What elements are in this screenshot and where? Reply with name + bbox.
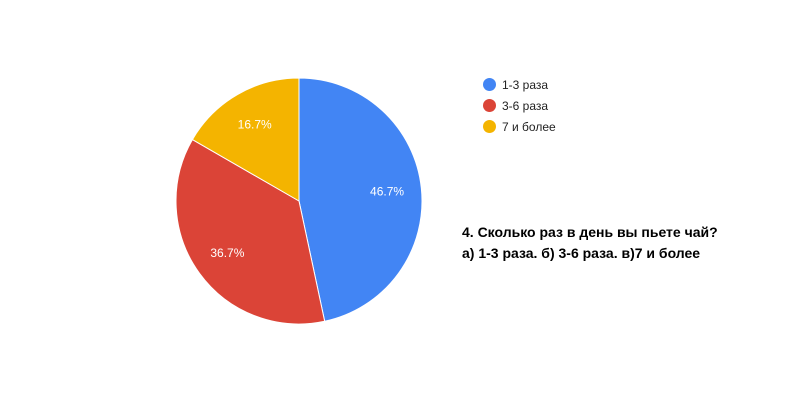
legend-label: 1-3 раза [502,77,549,92]
legend-item: 3-6 раза [483,95,556,116]
pie-slice-2 [175,138,326,325]
legend-swatch-icon [483,120,496,133]
question-line-1: 4. Сколько раз в день вы пьете чай? [462,224,718,240]
slice-data-label: 16.7% [238,117,272,131]
legend-swatch-icon [483,78,496,91]
pie-slice-1 [298,77,423,322]
question-line-2: а) 1-3 раза. б) 3-6 раза. в)7 и более [462,245,701,261]
slice-data-label: 46.7% [370,185,404,199]
legend-item: 7 и более [483,116,556,137]
legend-item: 1-3 раза [483,74,556,95]
legend-swatch-icon [483,99,496,112]
slice-data-label: 36.7% [210,246,244,260]
pie-slice-3 [191,77,300,202]
legend-label: 3-6 раза [502,98,549,113]
legend-label: 7 и более [502,119,556,134]
chart-legend: 1-3 раза 3-6 раза 7 и более [483,74,556,137]
question-text: 4. Сколько раз в день вы пьете чай? а) 1… [462,222,718,264]
